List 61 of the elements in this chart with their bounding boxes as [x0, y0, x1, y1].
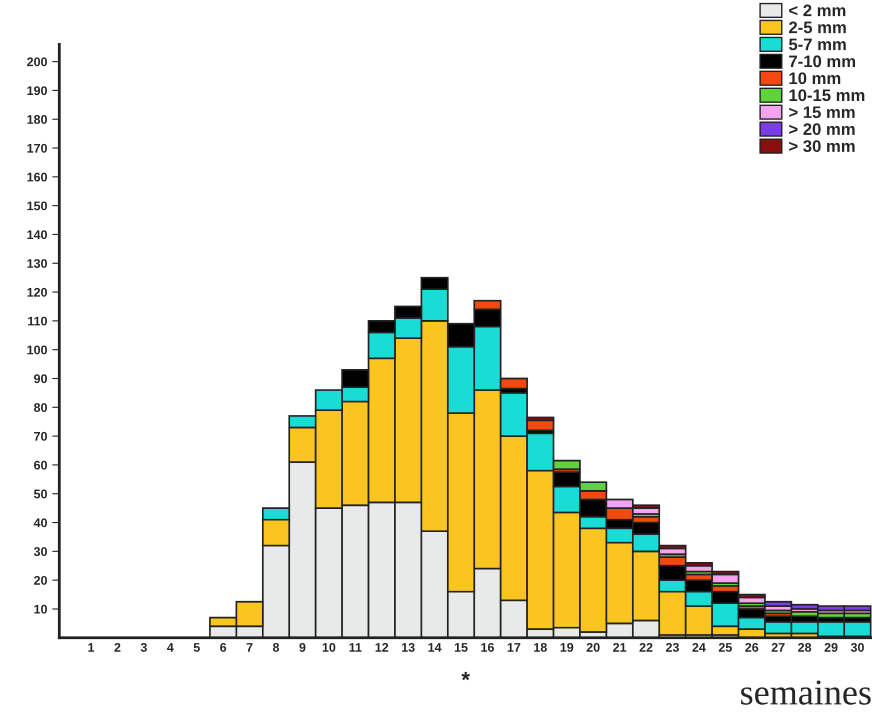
x-tick-label: 20 [586, 642, 600, 652]
y-tick-label: 20 [34, 576, 47, 585]
legend-label: > 30 mm [789, 140, 855, 152]
x-tick-label: 13 [402, 642, 415, 652]
x-tick-label: 29 [824, 642, 838, 652]
y-tick-label: 60 [34, 460, 47, 470]
x-tick-label: 7 [246, 643, 253, 652]
y-tick-label: 40 [34, 518, 47, 528]
legend-label: 2-5 mm [789, 22, 846, 34]
y-tick-label: 200 [27, 57, 47, 66]
x-tick-label: 10 [322, 642, 336, 652]
x-tick-label: 14 [428, 643, 442, 652]
y-tick-label: 160 [27, 172, 47, 182]
x-tick-label: 1 [88, 643, 94, 652]
x-tick-label: 2 [114, 642, 120, 652]
text: * [461, 672, 470, 680]
x-tick-label: 5 [194, 643, 200, 652]
x-tick-label: 28 [798, 642, 812, 652]
legend-label: > 15 mm [789, 106, 855, 118]
y-tick-label: 180 [27, 115, 47, 124]
y-tick-label: 70 [34, 432, 47, 441]
y-tick-label: 110 [28, 316, 47, 326]
y-tick-label: 100 [27, 346, 47, 354]
x-tick-label: 11 [349, 643, 362, 652]
y-tick-label: 30 [34, 547, 47, 556]
x-tick-label: 9 [299, 642, 306, 652]
y-tick-label: 80 [34, 403, 47, 412]
legend-label: < 2 mm [789, 4, 846, 16]
x-tick-label: 24 [692, 642, 706, 652]
x-tick-label: 25 [718, 642, 732, 652]
x-tick-label: 22 [640, 642, 652, 652]
y-tick-label: 150 [27, 201, 47, 210]
x-tick-label: 4 [167, 643, 174, 652]
x-tick-label: 19 [560, 642, 574, 652]
y-tick-label: 10 [34, 604, 47, 614]
y-tick-label: 120 [27, 288, 47, 297]
x-tick-label: 30 [850, 642, 864, 652]
x-tick-label: 21 [613, 642, 626, 652]
x-axis-title: semaines [741, 680, 871, 705]
x-tick-label: 15 [454, 643, 468, 652]
y-tick-label: 170 [27, 144, 47, 153]
y-tick-label: 50 [34, 490, 47, 498]
x-tick-label: 12 [376, 642, 388, 652]
legend-label: 5-7 mm [788, 38, 846, 50]
x-tick-label: 3 [140, 642, 147, 652]
x-tick-label: 18 [534, 642, 547, 652]
legend-label: 7-10 mm [789, 55, 856, 68]
y-tick-label: 140 [27, 230, 47, 240]
x-tick-label: 6 [220, 642, 226, 652]
x-tick-label: 17 [508, 643, 520, 652]
x-tick-label: 16 [481, 642, 494, 652]
x-tick-label: 8 [272, 642, 280, 652]
y-tick-label: 190 [27, 86, 47, 96]
y-tick-label: 90 [34, 374, 47, 384]
legend-label: > 20 mm [789, 123, 855, 136]
y-tick-label: 130 [27, 259, 47, 268]
x-tick-label: 26 [745, 642, 758, 652]
legend-label: 10-15 mm [789, 89, 864, 102]
x-tick-label: 23 [666, 642, 679, 652]
x-tick-label: 27 [772, 642, 785, 652]
legend-label: 10 mm [789, 72, 840, 84]
